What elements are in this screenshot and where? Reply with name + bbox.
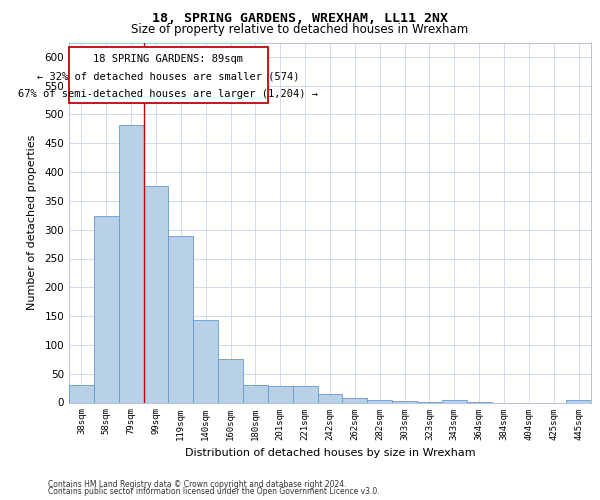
FancyBboxPatch shape: [69, 47, 268, 103]
Text: Contains HM Land Registry data © Crown copyright and database right 2024.: Contains HM Land Registry data © Crown c…: [48, 480, 347, 489]
Text: 18 SPRING GARDENS: 89sqm: 18 SPRING GARDENS: 89sqm: [94, 54, 244, 64]
Text: Contains public sector information licensed under the Open Government Licence v3: Contains public sector information licen…: [48, 487, 380, 496]
Bar: [293, 386, 317, 402]
Bar: [193, 320, 218, 402]
Bar: [94, 216, 119, 402]
Text: Size of property relative to detached houses in Wrexham: Size of property relative to detached ho…: [131, 24, 469, 36]
Text: 67% of semi-detached houses are larger (1,204) →: 67% of semi-detached houses are larger (…: [19, 88, 319, 99]
Text: 18, SPRING GARDENS, WREXHAM, LL11 2NX: 18, SPRING GARDENS, WREXHAM, LL11 2NX: [152, 12, 448, 26]
Bar: [566, 400, 591, 402]
Text: ← 32% of detached houses are smaller (574): ← 32% of detached houses are smaller (57…: [37, 72, 299, 82]
Bar: [268, 386, 293, 402]
Bar: [243, 384, 268, 402]
Bar: [442, 400, 467, 402]
Bar: [143, 186, 169, 402]
Bar: [69, 384, 94, 402]
Y-axis label: Number of detached properties: Number of detached properties: [28, 135, 37, 310]
Bar: [169, 236, 193, 402]
Bar: [367, 400, 392, 402]
Bar: [218, 360, 243, 403]
Bar: [317, 394, 343, 402]
Bar: [343, 398, 367, 402]
Bar: [119, 126, 143, 402]
X-axis label: Distribution of detached houses by size in Wrexham: Distribution of detached houses by size …: [185, 448, 475, 458]
